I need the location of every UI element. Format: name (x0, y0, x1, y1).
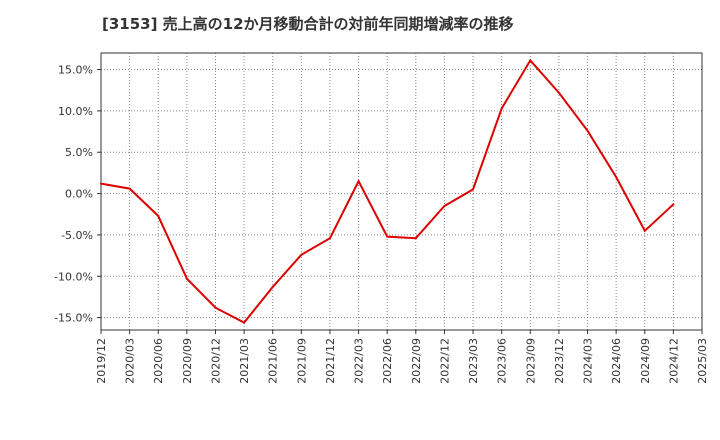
y-tick-label: 0.0% (65, 188, 93, 201)
data-point (272, 286, 274, 288)
data-point (386, 236, 388, 238)
x-tick-label: 2024/06 (610, 338, 623, 384)
data-point (243, 322, 245, 324)
x-tick-label: 2023/12 (553, 338, 566, 384)
x-tick-label: 2024/12 (667, 338, 680, 384)
data-point (558, 92, 560, 94)
line-chart: 15.0% 10.0% 5.0% 0.0% -5.0% -10.0% -15.0%2019/… (0, 0, 720, 440)
x-tick-label: 2024/03 (582, 338, 595, 384)
data-point (672, 203, 674, 205)
x-tick-label: 2022/06 (381, 338, 394, 384)
plot-frame (101, 53, 702, 330)
y-tick-label: -15.0% (54, 312, 93, 325)
y-tick-label: -5.0% (61, 229, 93, 242)
x-tick-label: 2023/03 (467, 338, 480, 384)
chart-root: [3153] 売上高の12か月移動合計の対前年同期増減率の推移 15.0% 10.… (0, 0, 720, 440)
y-tick-label: -10.0% (54, 270, 93, 283)
data-point (529, 59, 531, 61)
x-tick-label: 2021/12 (324, 338, 337, 384)
x-tick-label: 2020/12 (209, 338, 222, 384)
data-point (300, 254, 302, 256)
data-point (129, 188, 131, 190)
x-tick-label: 2021/06 (267, 338, 280, 384)
x-tick-label: 2022/09 (410, 338, 423, 384)
y-tick-label: 10.0% (58, 105, 93, 118)
data-point (472, 188, 474, 190)
x-tick-label: 2024/09 (639, 338, 652, 384)
y-tick-label: 5.0% (65, 146, 93, 159)
data-point (329, 237, 331, 239)
y-tick-label: 15.0% (58, 64, 93, 77)
x-tick-label: 2023/06 (496, 338, 509, 384)
x-tick-label: 2023/09 (524, 338, 537, 384)
data-point (501, 107, 503, 109)
data-point (100, 183, 102, 185)
data-point (587, 130, 589, 132)
x-tick-label: 2021/03 (238, 338, 251, 384)
x-tick-label: 2020/03 (124, 338, 137, 384)
data-point (186, 278, 188, 280)
x-tick-label: 2025/03 (696, 338, 709, 384)
x-tick-label: 2020/06 (152, 338, 165, 384)
data-point (615, 176, 617, 178)
data-point (157, 215, 159, 217)
data-point (644, 230, 646, 232)
data-point (214, 307, 216, 309)
x-tick-label: 2021/09 (295, 338, 308, 384)
data-point (358, 180, 360, 182)
x-tick-label: 2022/12 (438, 338, 451, 384)
x-tick-label: 2019/12 (95, 338, 108, 384)
x-tick-label: 2022/03 (353, 338, 366, 384)
data-point (415, 237, 417, 239)
data-point (443, 205, 445, 207)
x-tick-label: 2020/09 (181, 338, 194, 384)
